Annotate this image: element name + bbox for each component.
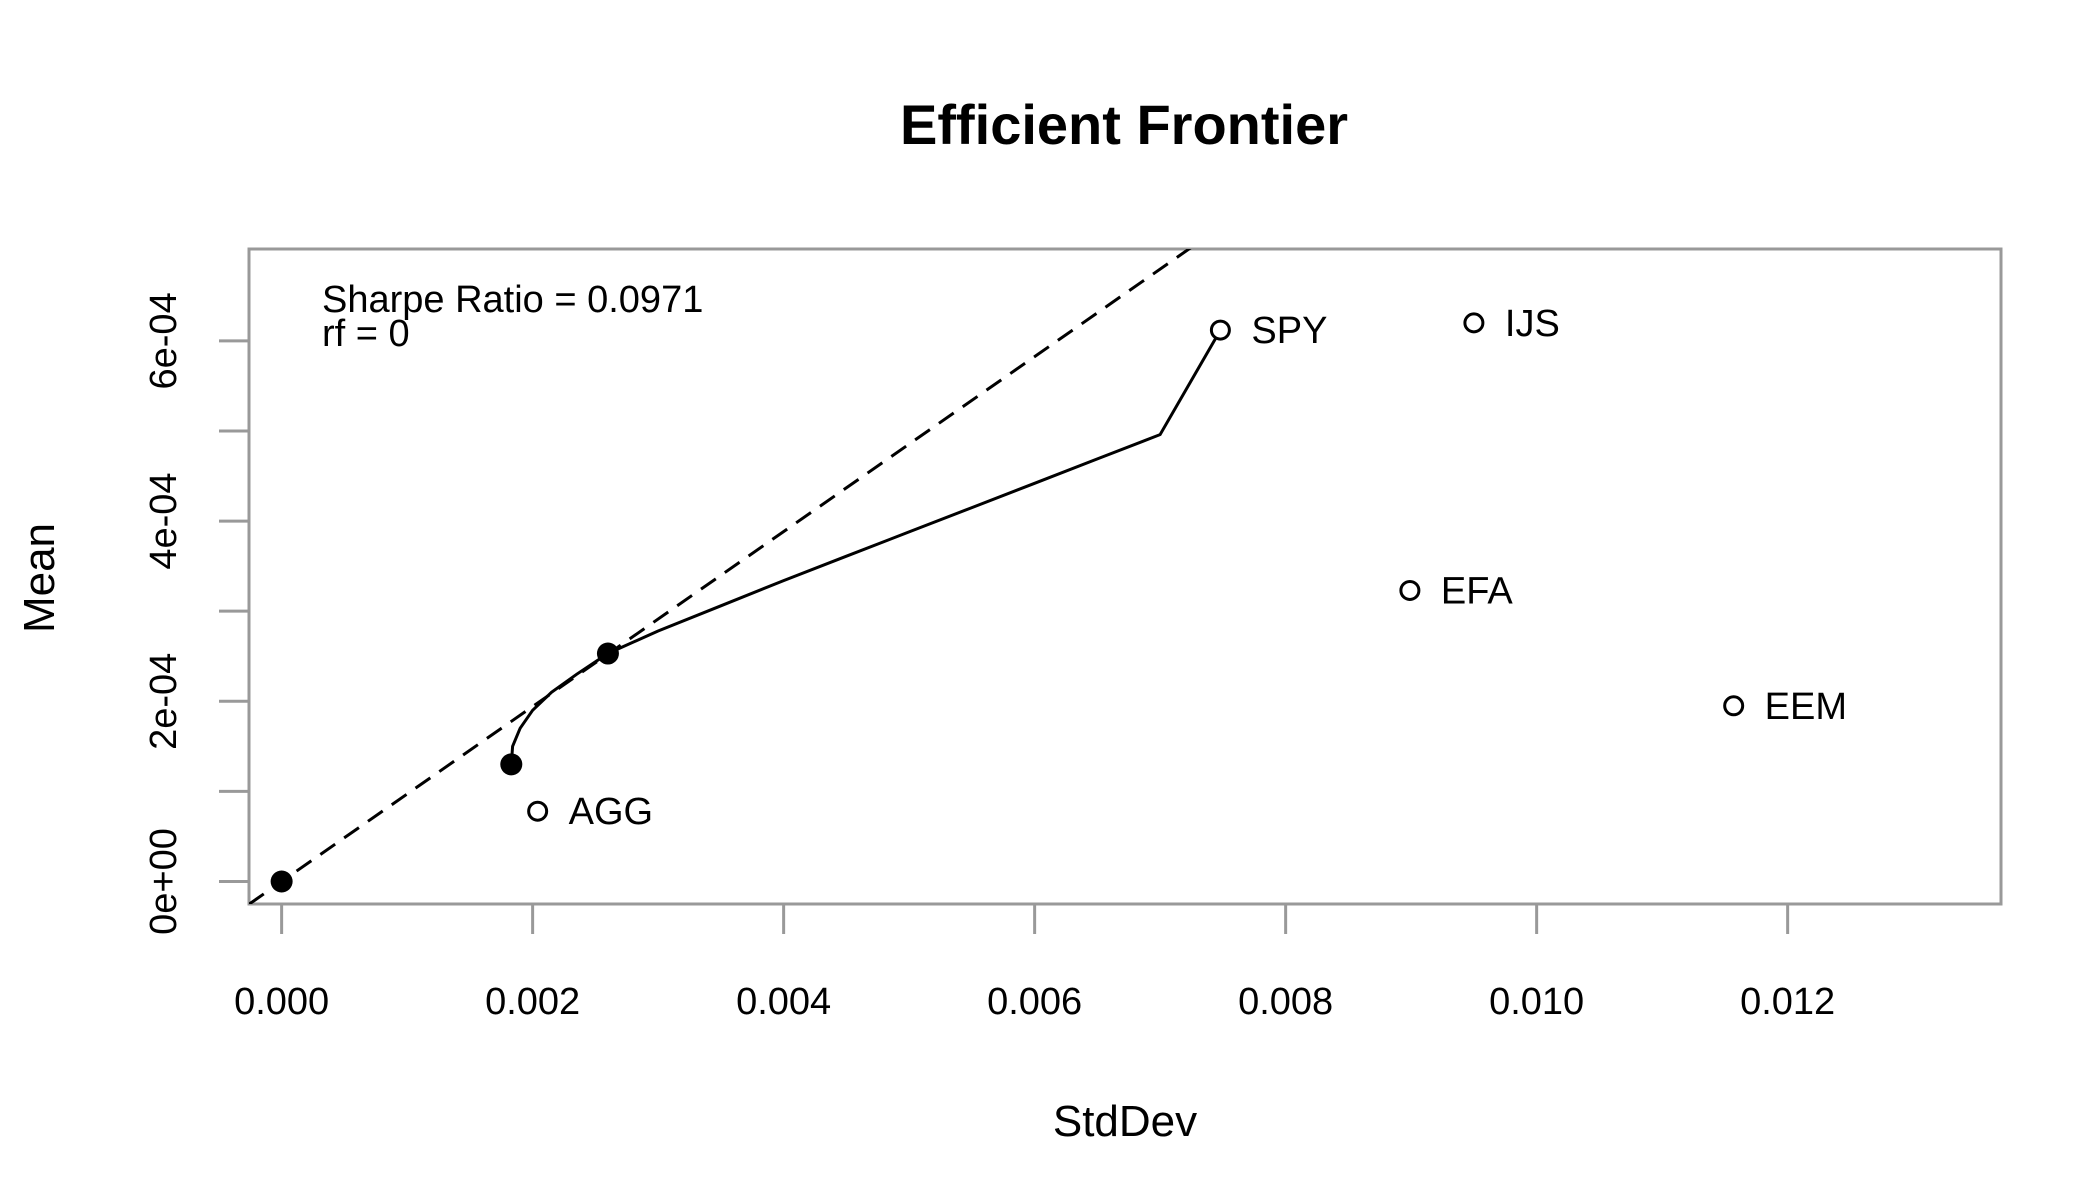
asset-point-agg	[527, 800, 549, 822]
y-tick-label: 4e-04	[143, 472, 185, 569]
plot-area: SPY IJS EFA EEM AGG	[249, 249, 1847, 904]
asset-point-spy	[1209, 319, 1231, 341]
asset-point-efa	[1399, 579, 1421, 601]
asset-label-spy: SPY	[1251, 310, 1327, 352]
asset-label-eem: EEM	[1765, 686, 1847, 728]
risk-free-point	[270, 870, 293, 893]
plot-box	[247, 247, 2003, 906]
x-tick-label: 0.002	[485, 981, 580, 1023]
asset-label-efa: EFA	[1441, 570, 1513, 612]
y-axis-title: Mean	[15, 523, 64, 633]
x-tick-label: 0.008	[1238, 981, 1333, 1023]
min-variance-point	[500, 753, 523, 776]
x-tick-label: 0.012	[1740, 981, 1835, 1023]
chart-title: Efficient Frontier	[900, 93, 1348, 156]
x-tick-label: 0.000	[234, 981, 329, 1023]
y-tick-label: 0e+00	[143, 828, 185, 935]
asset-label-agg: AGG	[569, 791, 653, 833]
x-tick-label: 0.010	[1489, 981, 1584, 1023]
efficient-frontier-line	[509, 329, 1222, 765]
x-axis: 0.000 0.002 0.004 0.006 0.008 0.010 0.012	[234, 904, 1835, 1023]
y-tick-label: 6e-04	[143, 292, 185, 389]
x-tick-label: 0.006	[987, 981, 1082, 1023]
x-axis-title: StdDev	[1053, 1097, 1197, 1146]
asset-label-ijs: IJS	[1505, 303, 1560, 345]
x-tick-label: 0.004	[736, 981, 831, 1023]
risk-free-annotation: rf = 0	[322, 313, 410, 355]
y-tick-label: 2e-04	[143, 653, 185, 750]
tangency-point	[596, 642, 619, 665]
asset-point-eem	[1723, 695, 1745, 717]
sharpe-ratio-annotation: Sharpe Ratio = 0.0971	[322, 279, 703, 321]
y-axis: 0e+00 2e-04 4e-04 6e-04	[143, 292, 249, 935]
asset-point-ijs	[1463, 312, 1485, 334]
